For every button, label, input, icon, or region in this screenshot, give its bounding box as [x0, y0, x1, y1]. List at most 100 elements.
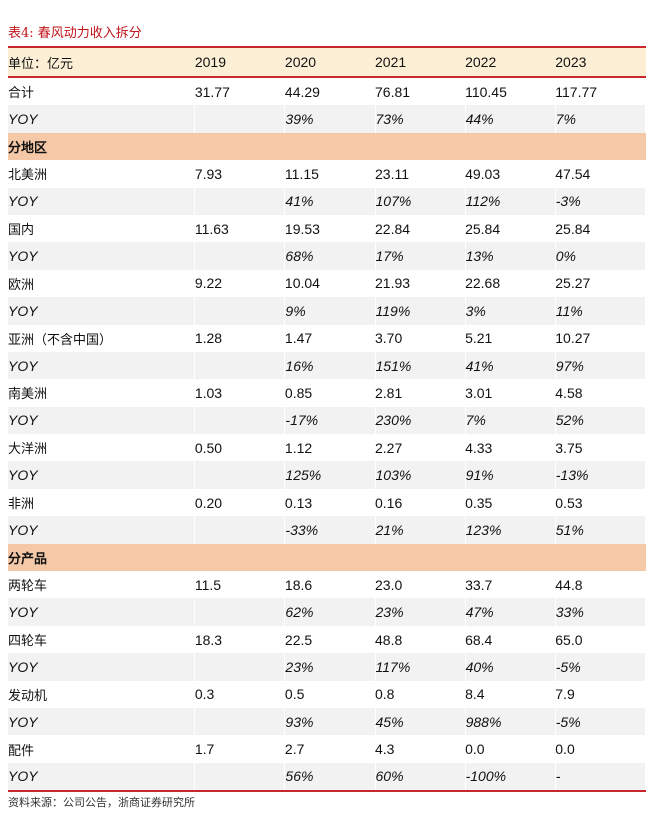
table-cell: 0.8 — [375, 686, 395, 703]
table-cell: 16% — [284, 351, 376, 380]
table-cell: 117% — [375, 653, 466, 681]
table-cell: 22.84 — [375, 220, 411, 237]
table-cell: 0.50 — [194, 439, 223, 456]
table-cell: 0.85 — [284, 384, 313, 401]
table-cell: 23% — [375, 598, 466, 626]
table-row: 欧洲 9.22 10.04 21.93 22.68 25.27 — [8, 270, 646, 297]
table-cell: 33.7 — [465, 576, 493, 593]
table-cell — [194, 187, 286, 215]
table-cell: 23% — [284, 653, 376, 681]
table-cell: 2.27 — [375, 439, 403, 456]
row-label: 两轮车 — [8, 579, 48, 595]
table-cell: 0.3 — [194, 686, 215, 703]
row-label: YOY — [8, 653, 196, 681]
table-cell: 4.3 — [375, 741, 395, 758]
row-label: 发动机 — [8, 688, 48, 704]
row-label: YOY — [8, 461, 196, 489]
table-cell: 21.93 — [375, 275, 411, 292]
table-cell: 0.16 — [375, 494, 403, 511]
row-label: YOY — [8, 598, 196, 626]
table-cell: -3% — [555, 187, 647, 215]
table-cell: 3.01 — [465, 384, 493, 401]
table-cell: 125% — [284, 461, 376, 489]
table-cell — [375, 543, 466, 572]
table-cell: 1.7 — [194, 741, 215, 758]
table-cell: 65.0 — [555, 631, 583, 648]
table-cell: 3.75 — [555, 439, 583, 456]
table-cell: 25.84 — [465, 220, 501, 237]
table-cell: 51% — [555, 516, 647, 544]
table-cell: 23.0 — [375, 576, 403, 593]
table-cell: 41% — [284, 187, 376, 215]
table-cell: 0.53 — [555, 494, 583, 511]
table-cell: 1.12 — [284, 439, 313, 456]
table-cell: 68.4 — [465, 631, 493, 648]
table-cell: 44% — [465, 105, 556, 133]
table-cell: 3.70 — [375, 330, 403, 347]
table-cell: 230% — [375, 406, 466, 435]
table-cell: 62% — [284, 598, 376, 626]
table-cell: 123% — [465, 516, 556, 544]
table-cell: 2020 — [284, 46, 375, 78]
table-cell: 10.27 — [555, 330, 591, 347]
yoy-row: YOY -33% 21% 123% 51% — [8, 516, 647, 544]
table-row: 国内 11.63 19.53 22.84 25.84 25.84 — [8, 215, 646, 242]
row-label: YOY — [8, 707, 196, 736]
table-cell: 49.03 — [465, 165, 501, 182]
table-cell: -100% — [465, 762, 556, 793]
table-row: 北美洲 7.93 11.15 23.11 49.03 47.54 — [8, 160, 646, 187]
row-label: 单位：亿元 — [8, 46, 195, 78]
row-label: 分产品 — [8, 543, 195, 572]
table-cell: 18.3 — [194, 631, 223, 648]
table-row: 四轮车 18.3 22.5 48.8 68.4 65.0 — [8, 626, 646, 653]
table-cell: 39% — [284, 105, 376, 133]
table-cell: -17% — [284, 406, 376, 435]
table-cell: 93% — [284, 707, 376, 736]
table-cell: 91% — [465, 461, 556, 489]
table-cell: 7% — [555, 105, 647, 133]
yoy-row: YOY 23% 117% 40% -5% — [8, 653, 647, 681]
table-cell: 11.63 — [194, 220, 229, 237]
table-cell: 1.03 — [194, 384, 223, 401]
table-cell: 40% — [465, 653, 556, 681]
row-label: 欧洲 — [8, 277, 35, 293]
table-cell: - — [555, 762, 647, 793]
table-cell: 2019 — [194, 46, 285, 78]
table-cell — [194, 461, 286, 489]
table-row: 大洋洲 0.50 1.12 2.27 4.33 3.75 — [8, 434, 646, 461]
yoy-row: YOY 56% 60% -100% - — [8, 762, 647, 793]
row-label: 分地区 — [8, 132, 195, 161]
table-cell: 41% — [465, 351, 556, 380]
table-cell: 10.04 — [284, 275, 320, 292]
table-title: 表4: 春风动力收入拆分 — [8, 26, 142, 41]
table-cell: 68% — [284, 242, 376, 270]
table-cell: -5% — [555, 653, 647, 681]
row-label: YOY — [8, 516, 196, 544]
table-cell: 2022 — [465, 46, 556, 78]
yoy-row: YOY 68% 17% 13% 0% — [8, 242, 647, 270]
table-cell: 33% — [555, 598, 647, 626]
table-cell: 25.27 — [555, 275, 591, 292]
table-cell: 48.8 — [375, 631, 403, 648]
table-cell: 22.5 — [284, 631, 313, 648]
table-cell: 21% — [375, 516, 466, 544]
section-row: 分地区 — [8, 132, 646, 161]
row-label: 国内 — [8, 223, 35, 239]
table-cell: 8.4 — [465, 686, 485, 703]
table-cell: 117.77 — [555, 83, 598, 100]
table-cell — [284, 132, 375, 161]
table-cell: 25.84 — [555, 220, 591, 237]
table-cell: 9.22 — [194, 275, 223, 292]
table-cell — [284, 543, 375, 572]
table-cell — [194, 297, 286, 325]
table-cell: 17% — [375, 242, 466, 270]
table-cell: -5% — [555, 707, 647, 736]
table-cell: 2.81 — [375, 384, 403, 401]
table-cell: 44.29 — [284, 83, 320, 100]
table-cell: 19.53 — [284, 220, 320, 237]
table-cell: 60% — [375, 762, 466, 793]
table-cell: 11.15 — [284, 165, 319, 182]
table-cell: 0.13 — [284, 494, 313, 511]
row-label: YOY — [8, 187, 196, 215]
table-cell: 2023 — [555, 46, 646, 78]
